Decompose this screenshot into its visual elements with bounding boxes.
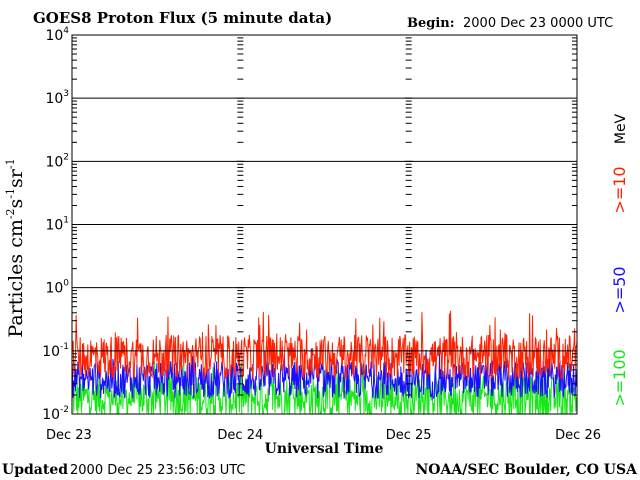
y-tick-label: 10-1: [42, 342, 69, 360]
y-axis-label-mid1: s: [5, 199, 27, 209]
y-tick-base: 10: [42, 344, 60, 360]
y-tick-base: 10: [45, 154, 63, 170]
x-axis-label: Universal Time: [265, 441, 384, 457]
y-tick-base: 10: [45, 91, 63, 107]
grid-layer: [71, 34, 578, 415]
updated-value: 2000 Dec 25 23:56:03 UTC: [70, 463, 245, 478]
y-tick-exp: -2: [60, 405, 69, 415]
x-tick-labels: Dec 23 Dec 24 Dec 25 Dec 26: [46, 428, 601, 443]
y-tick-label: 101: [45, 216, 69, 234]
y-tick-base: 10: [42, 407, 60, 423]
y-tick-base: 10: [45, 28, 63, 44]
y-axis-label: Particles cm-2s-1sr-1: [4, 158, 27, 337]
credit-text: NOAA/SEC Boulder, CO USA: [416, 462, 639, 478]
x-tick-label: Dec 25: [386, 428, 432, 443]
y-axis-label-exp3: -1: [4, 158, 17, 169]
y-tick-exp: 3: [63, 89, 69, 99]
y-tick-exp: 0: [63, 279, 69, 289]
begin-value: 2000 Dec 23 0000 UTC: [463, 16, 613, 31]
y-tick-label: 100: [45, 279, 69, 297]
legend-ge50: >=50: [610, 266, 629, 313]
y-tick-exp: -1: [60, 342, 69, 352]
y-tick-exp: 2: [63, 152, 69, 162]
series-layer: [71, 310, 578, 416]
y-tick-label: 103: [45, 89, 69, 107]
legend-ge10: >=10: [610, 166, 629, 213]
y-tick-exp: 1: [63, 216, 69, 226]
legend-ge100: >=100: [610, 349, 629, 406]
y-tick-label: 104: [45, 26, 69, 44]
y-axis-label-mid2: sr: [5, 168, 27, 188]
updated-label: Updated: [2, 462, 68, 478]
y-tick-base: 10: [45, 218, 63, 234]
y-axis-label-exp2: -1: [4, 188, 17, 199]
chart-title: GOES8 Proton Flux (5 minute data): [33, 9, 332, 27]
legend-unit: MeV: [613, 113, 629, 144]
x-tick-label: Dec 24: [217, 428, 263, 443]
y-tick-label: 10-2: [42, 405, 69, 423]
y-axis-label-exp1: -2: [4, 208, 17, 219]
series-line-ge10: [71, 310, 578, 381]
y-tick-label: 102: [45, 152, 69, 170]
y-tick-exp: 4: [63, 26, 69, 36]
y-axis-label-base: Particles cm: [5, 219, 27, 337]
series-line-ge50: [71, 347, 578, 401]
x-tick-label: Dec 23: [46, 428, 92, 443]
begin-label: Begin:: [407, 16, 455, 31]
y-tick-base: 10: [45, 281, 63, 297]
x-tick-label: Dec 26: [555, 428, 601, 443]
